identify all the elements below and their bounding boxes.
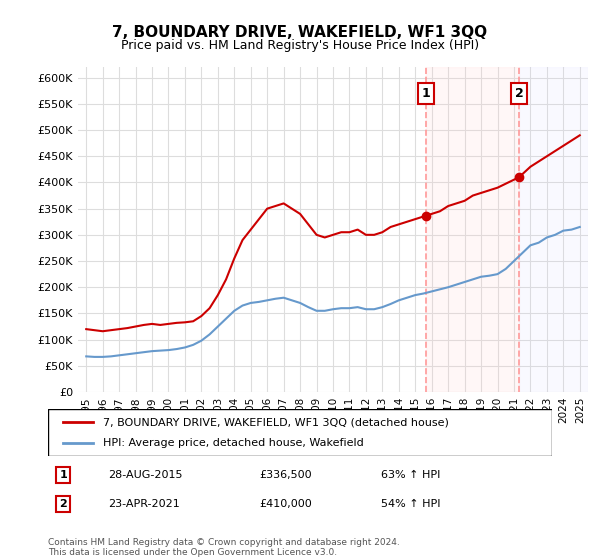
Text: 7, BOUNDARY DRIVE, WAKEFIELD, WF1 3QQ: 7, BOUNDARY DRIVE, WAKEFIELD, WF1 3QQ	[112, 25, 488, 40]
Text: £410,000: £410,000	[260, 499, 313, 509]
Text: 2: 2	[515, 87, 523, 100]
Text: HPI: Average price, detached house, Wakefield: HPI: Average price, detached house, Wake…	[103, 438, 364, 448]
Bar	[519, 67, 588, 392]
Bar	[426, 67, 519, 392]
Text: Contains HM Land Registry data © Crown copyright and database right 2024.
This d: Contains HM Land Registry data © Crown c…	[48, 538, 400, 557]
Text: 54% ↑ HPI: 54% ↑ HPI	[380, 499, 440, 509]
Text: 2: 2	[59, 499, 67, 509]
Text: 28-AUG-2015: 28-AUG-2015	[109, 470, 183, 480]
Text: 63% ↑ HPI: 63% ↑ HPI	[380, 470, 440, 480]
Text: 1: 1	[422, 87, 430, 100]
Text: 1: 1	[59, 470, 67, 480]
Bar	[425, 67, 520, 392]
Text: 7, BOUNDARY DRIVE, WAKEFIELD, WF1 3QQ (detached house): 7, BOUNDARY DRIVE, WAKEFIELD, WF1 3QQ (d…	[103, 417, 449, 427]
Text: £336,500: £336,500	[260, 470, 313, 480]
FancyBboxPatch shape	[48, 409, 552, 456]
Text: 23-APR-2021: 23-APR-2021	[109, 499, 180, 509]
Text: Price paid vs. HM Land Registry's House Price Index (HPI): Price paid vs. HM Land Registry's House …	[121, 39, 479, 52]
